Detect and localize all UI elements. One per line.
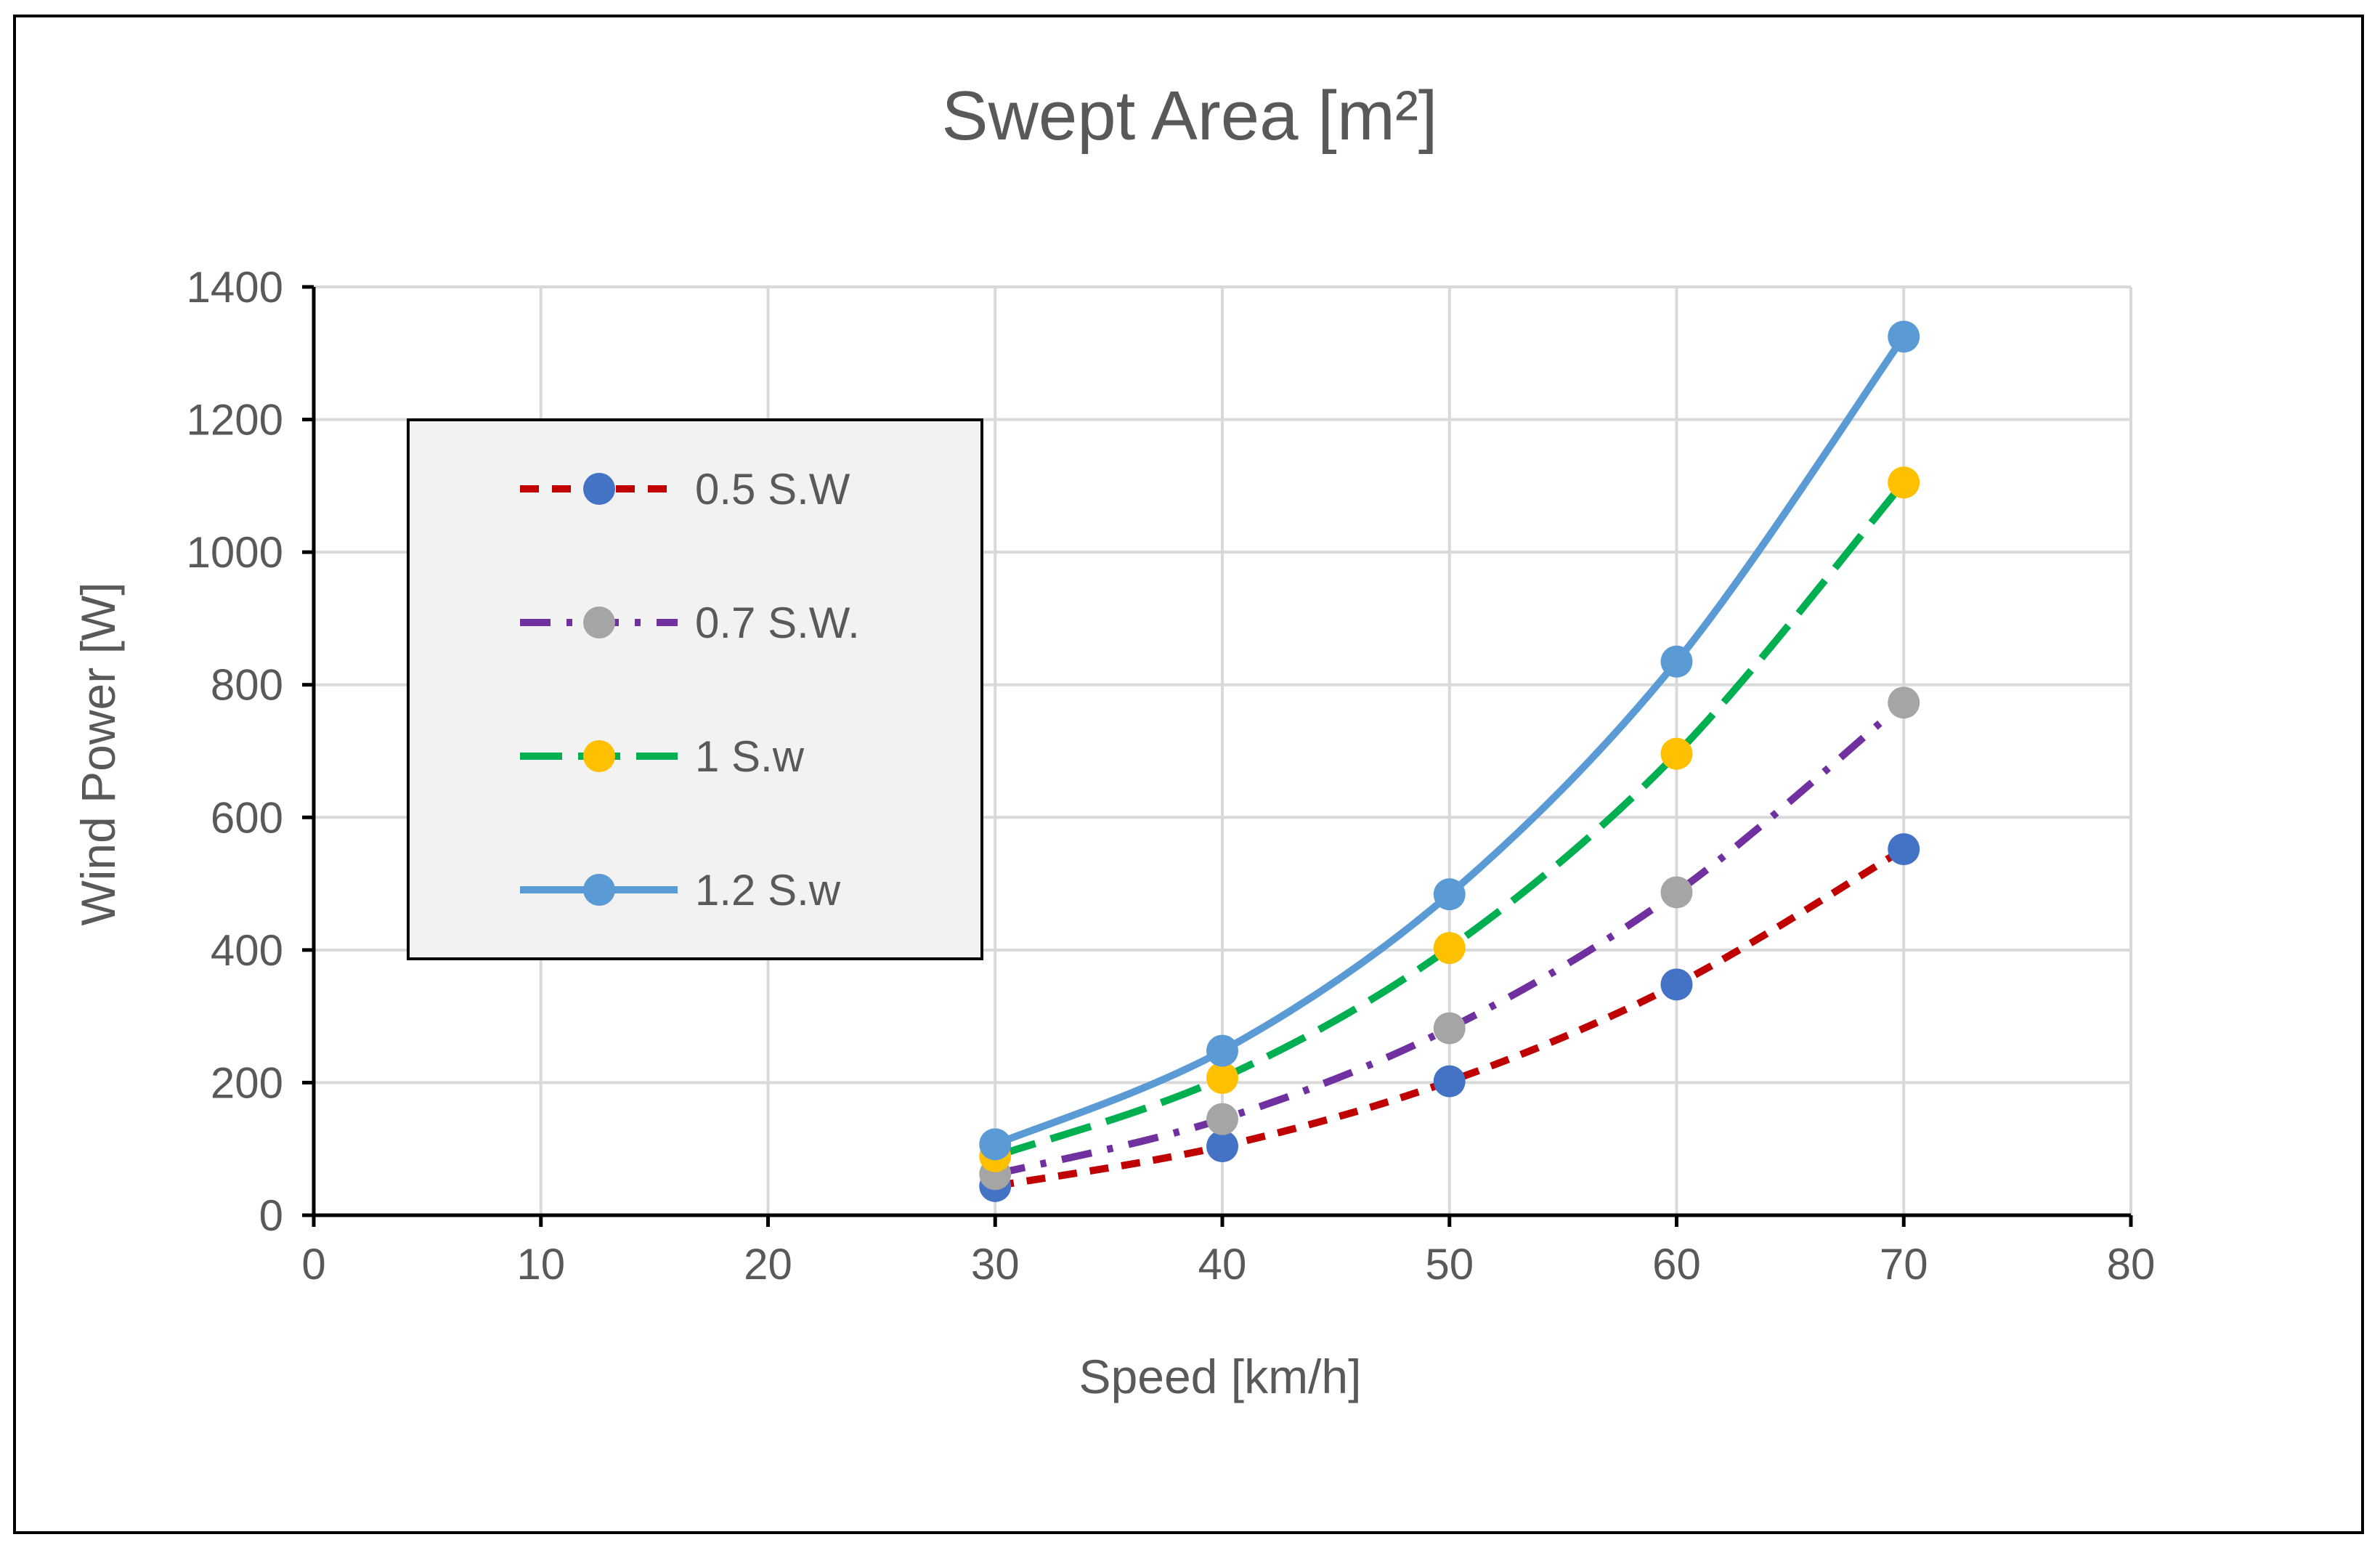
y-tick-label: 800 — [211, 661, 283, 710]
legend-marker — [583, 607, 615, 638]
y-tick-label: 1400 — [187, 263, 283, 312]
data-point — [1660, 876, 1693, 909]
y-tick-label: 400 — [211, 926, 283, 975]
data-point — [1433, 878, 1466, 911]
x-tick-label: 80 — [2107, 1240, 2156, 1289]
x-tick-label: 20 — [744, 1240, 792, 1289]
data-point — [1660, 645, 1693, 678]
data-point — [1888, 833, 1920, 866]
x-tick-labels: 0 10 20 30 40 50 60 70 80 — [301, 1240, 2155, 1289]
x-tick-label: 40 — [1198, 1240, 1247, 1289]
y-tick-label: 200 — [211, 1058, 283, 1107]
data-point — [1888, 466, 1920, 499]
data-point — [1206, 1062, 1238, 1095]
legend-label: 0.7 S.W. — [695, 599, 860, 647]
data-point — [1660, 737, 1693, 770]
legend: 0.5 S.W 0.7 S.W. 1 S.w 1.2 S.w — [407, 418, 983, 960]
data-point — [1888, 686, 1920, 719]
data-point — [1433, 932, 1466, 965]
legend-marker — [583, 740, 615, 772]
data-point — [1433, 1065, 1466, 1098]
y-axis-title: Wind Power [W] — [71, 582, 125, 925]
x-tick-label: 60 — [1652, 1240, 1701, 1289]
chart-frame — [13, 15, 2364, 1534]
series-line-4 — [994, 334, 1907, 1148]
data-point — [1206, 1034, 1238, 1067]
x-tick-label: 30 — [971, 1240, 1020, 1289]
data-point — [1206, 1103, 1238, 1135]
y-tick-label: 600 — [211, 793, 283, 842]
series-line-1 — [994, 846, 1906, 1190]
legend-marker — [583, 473, 615, 505]
legend-label: 1.2 S.w — [695, 866, 841, 915]
y-tick-label: 1200 — [187, 396, 283, 445]
y-tick-label: 0 — [259, 1191, 283, 1240]
legend-box — [407, 418, 983, 960]
data-point — [1206, 1130, 1238, 1163]
data-point — [979, 1128, 1012, 1161]
x-tick-label: 10 — [516, 1240, 565, 1289]
legend-label: 0.5 S.W — [695, 465, 850, 514]
y-tick-labels: 0 200 400 600 800 1000 1200 1400 — [187, 263, 283, 1240]
x-axis-title: Speed [km/h] — [1079, 1350, 1362, 1403]
y-tick-label: 1000 — [187, 528, 283, 577]
data-point — [1660, 968, 1693, 1001]
legend-marker — [583, 874, 615, 906]
series-group — [979, 320, 1920, 1202]
axes — [302, 285, 2133, 1227]
chart-title: Swept Area [m²] — [942, 77, 1438, 155]
series-line-3 — [994, 480, 1907, 1160]
x-tick-label: 50 — [1425, 1240, 1474, 1289]
x-tick-label: 0 — [301, 1240, 325, 1289]
x-tick-label: 70 — [1880, 1240, 1928, 1289]
data-point — [1888, 320, 1920, 353]
data-point — [1433, 1012, 1466, 1045]
legend-label: 1 S.w — [695, 732, 805, 781]
